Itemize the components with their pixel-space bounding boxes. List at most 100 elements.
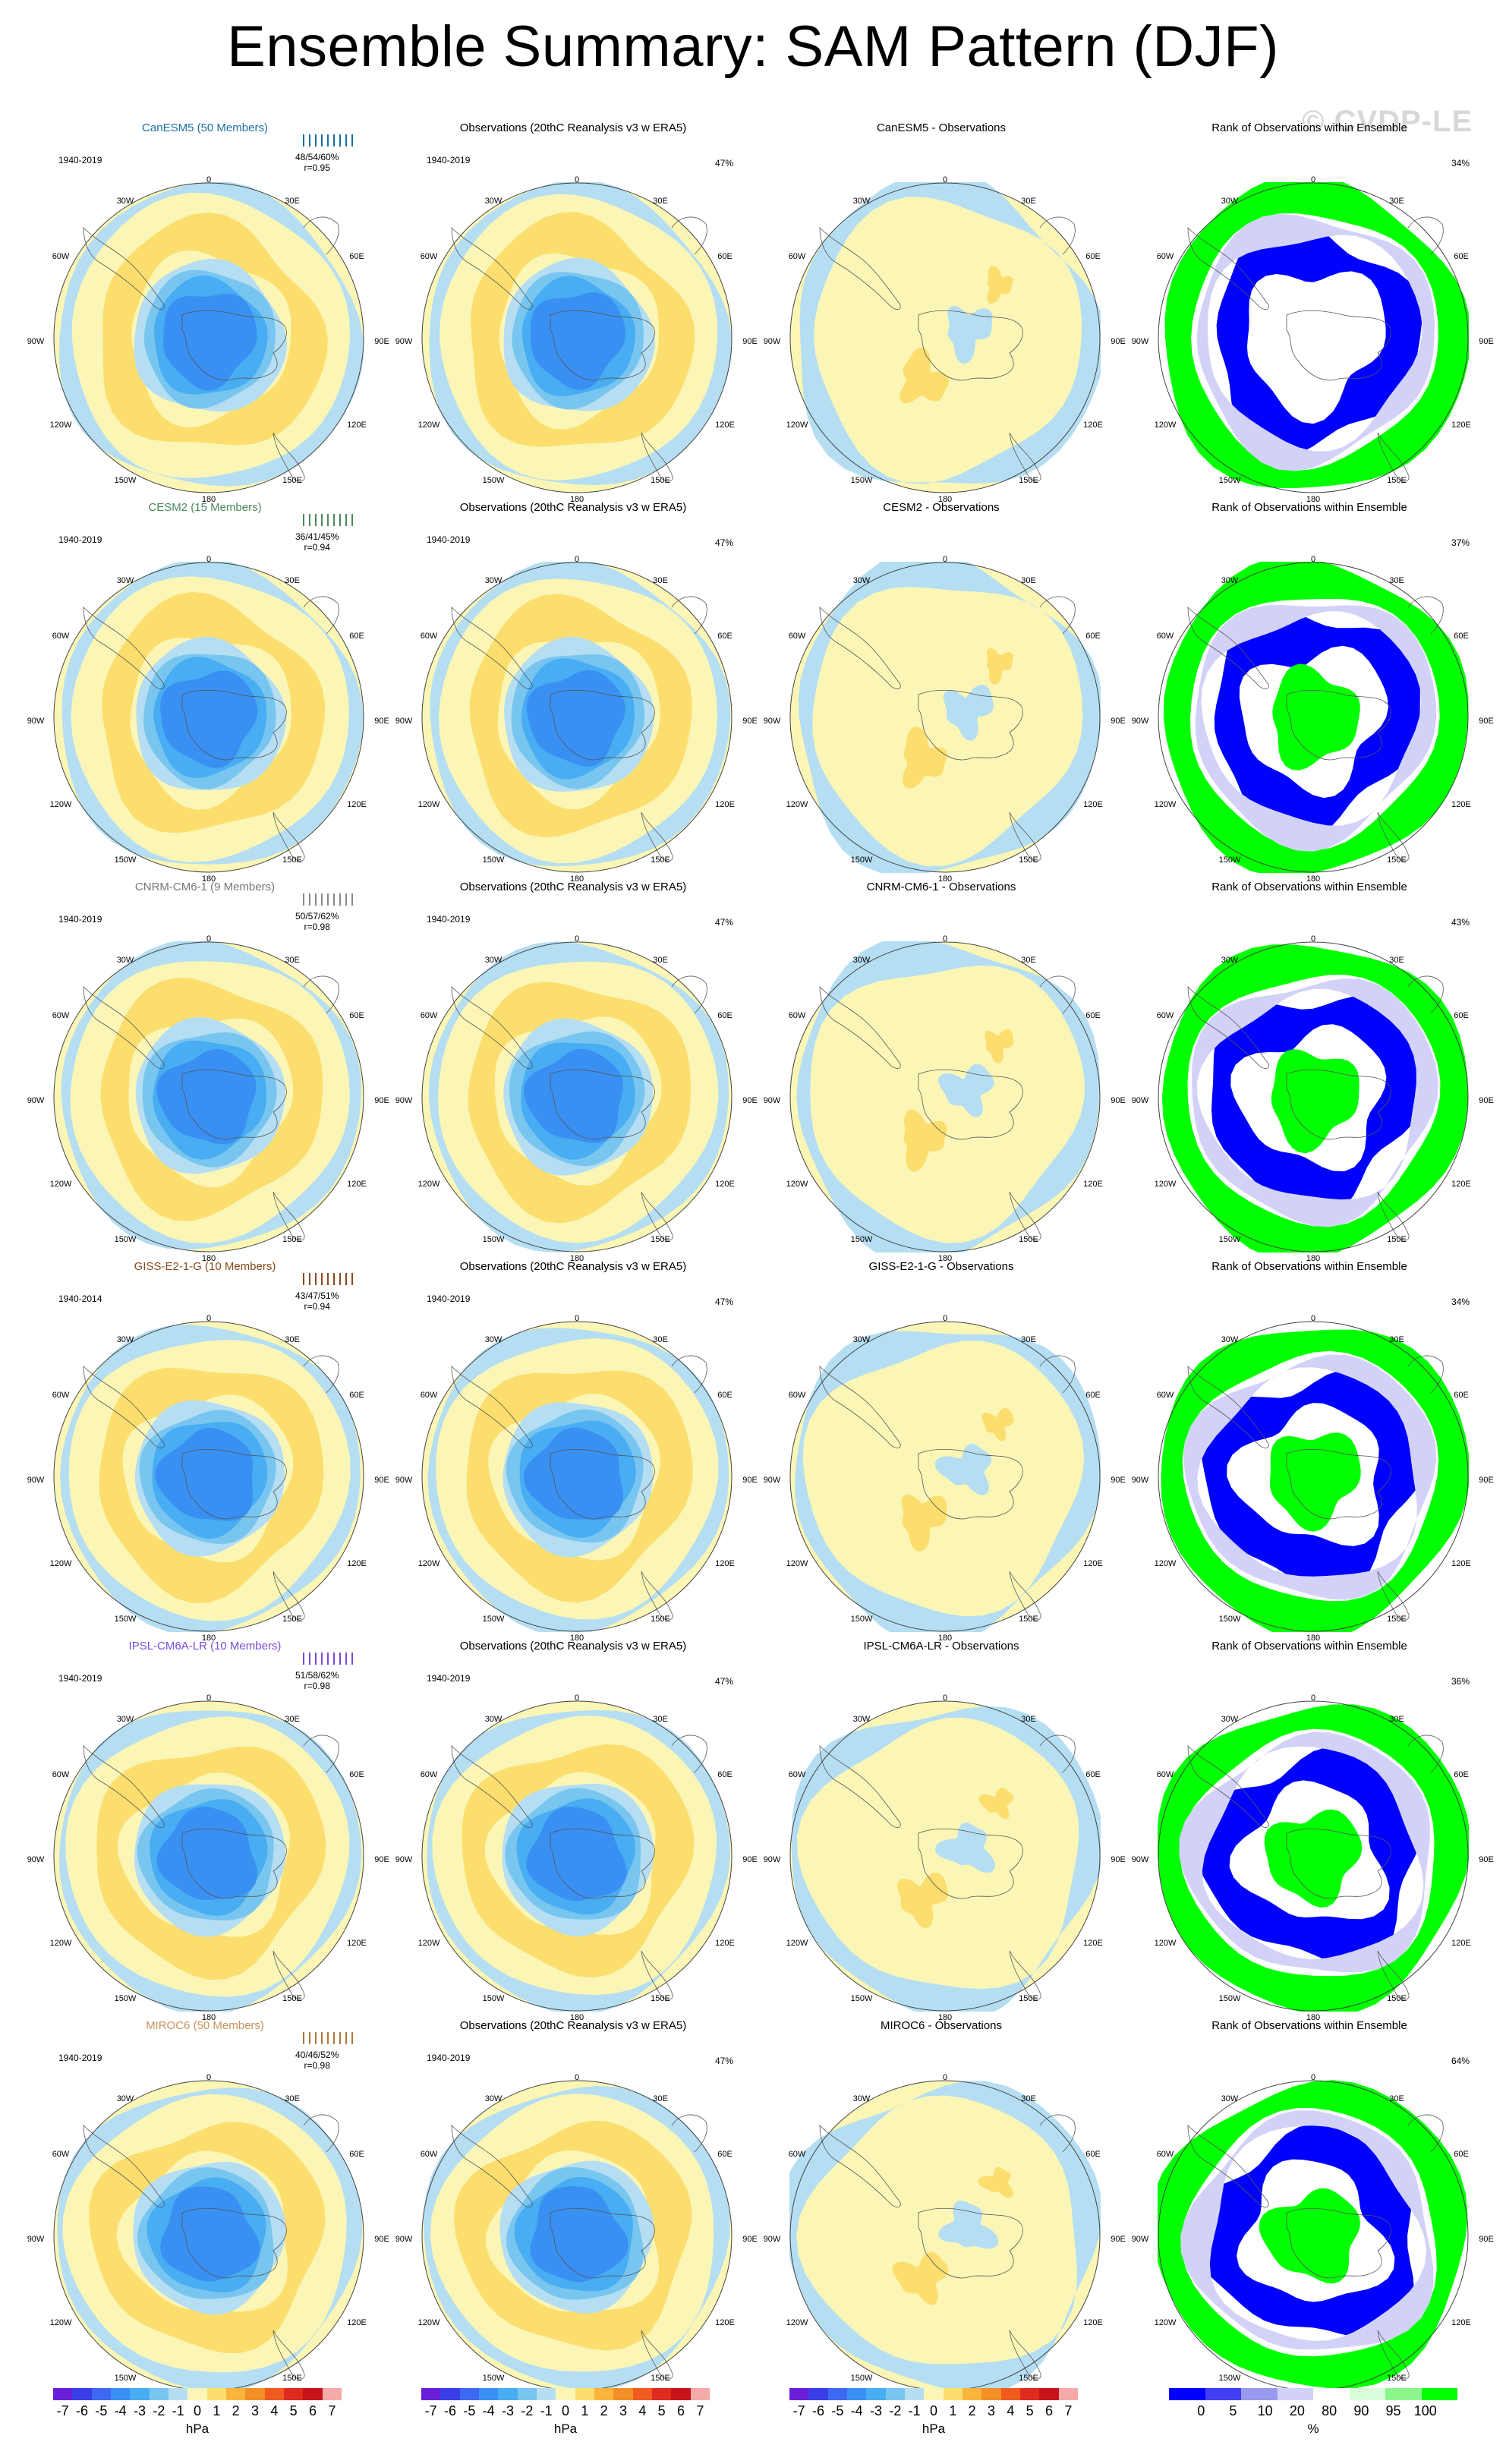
map-border (1158, 1700, 1469, 2012)
map-label-top: 0 (1310, 1314, 1316, 1323)
strip-tick (303, 134, 304, 147)
variance-pct: 47% (715, 2056, 734, 2066)
polar-map-svg (1158, 1321, 1470, 1641)
colorbar-swatch (322, 2388, 342, 2400)
map-label-lr2: 150E (1019, 1994, 1038, 2003)
antarctica-outline (550, 2207, 655, 2279)
contour-fill (156, 1048, 257, 1145)
map-border (789, 562, 1101, 873)
map-label-right: 90E (1111, 2235, 1126, 2244)
map-label-bottom: 180 (937, 1634, 953, 1643)
map-label-left: 90W (395, 1096, 413, 1105)
map-label-lr1: 120E (715, 1939, 735, 1948)
south-america-outline (819, 227, 901, 310)
contour-fill (160, 670, 258, 768)
rank-fill (1214, 607, 1420, 846)
map-panel: MIROC6 - Observations 0 180 90W 90E 30W 30E 60W… (755, 2004, 1127, 2402)
colorbar-tick: 3 (987, 2403, 996, 2418)
contour-fill (987, 265, 1013, 304)
colorbar-swatch (225, 2388, 246, 2400)
antarctica-outline (550, 1828, 655, 1899)
colorbar-tick: -2 (889, 2403, 902, 2418)
stats-r: r=0.98 (304, 922, 330, 932)
map-label-lr1: 120E (715, 1180, 735, 1189)
period-label: 1940-2019 (58, 1673, 102, 1684)
map-label-top: 0 (206, 934, 212, 944)
colorbar-swatch (264, 2388, 284, 2400)
colorbar-tick: -5 (831, 2403, 844, 2418)
south-america-outline (83, 1366, 165, 1448)
africa-outline (303, 1735, 339, 1773)
map-label-ur1: 30E (653, 956, 668, 965)
map-label-ll2: 150W (114, 2374, 137, 2383)
strip-tick (309, 2032, 310, 2044)
map-label-ul1: 30W (484, 1715, 503, 1724)
africa-outline (671, 2114, 707, 2153)
map-label-top: 0 (206, 175, 212, 184)
map-label-right: 90E (1479, 717, 1494, 726)
map-label-ll2: 150W (482, 855, 505, 865)
rank-fill (1272, 282, 1362, 384)
colorbar-tick: -4 (850, 2403, 863, 2418)
map-label-ul1: 30W (1221, 956, 1239, 965)
map-label-ul1: 30W (484, 956, 503, 965)
map-label-ul2: 60W (788, 1391, 806, 1400)
map-label-ll2: 150W (482, 476, 505, 485)
antarctica-outline (181, 1828, 287, 1899)
colorbar-swatch (924, 2388, 944, 2400)
map-label-left: 90W (763, 337, 781, 346)
colorbar-tick: 5 (1026, 2403, 1034, 2418)
polar-map-svg (421, 1700, 733, 2015)
map-label-ll2: 150W (1218, 2374, 1241, 2383)
map-label-ul1: 30W (484, 576, 503, 585)
map-label-bottom: 180 (1306, 2013, 1321, 2022)
panel-title: CESM2 (15 Members) (148, 501, 262, 514)
map-panel: Rank of Observations within Ensemble 34% 0… (1123, 1245, 1495, 1643)
map-border (789, 1700, 1101, 2012)
ensemble-stats: 51/58/62% r=0.98 (295, 1670, 339, 1691)
colorbar-tick: 1 (949, 2403, 957, 2418)
strip-tick (303, 893, 304, 906)
map-label-ul2: 60W (52, 1770, 70, 1779)
colorbar-strip (1169, 2388, 1457, 2400)
ensemble-stats: 50/57/62% r=0.98 (295, 911, 339, 932)
map-label-right: 90E (1479, 1096, 1494, 1105)
south-america-outline (1187, 227, 1269, 310)
map-label-bottom: 180 (937, 2013, 953, 2022)
africa-outline (303, 2114, 339, 2153)
new-zealand-outline (1009, 2330, 1041, 2380)
map-label-ul1: 30W (116, 576, 134, 585)
map-label-ll1: 120W (1154, 1559, 1177, 1568)
map-label-ur1: 30E (285, 197, 300, 206)
map-label-ll1: 120W (49, 1180, 72, 1189)
new-zealand-outline (1377, 2330, 1410, 2380)
rank-fill (1216, 216, 1422, 459)
colorbar-swatch (283, 2388, 304, 2400)
ensemble-strip (298, 512, 361, 528)
antarctica-outline (918, 1069, 1023, 1140)
panel-title: Rank of Observations within Ensemble (1211, 1260, 1407, 1273)
contour-fill (901, 1494, 947, 1552)
map-label-ll1: 120W (1154, 2318, 1177, 2327)
rank-fill (1179, 1731, 1430, 1973)
map-panel: Observations (20thC Reanalysis v3 w ERA5… (387, 1245, 759, 1643)
panel-title: Rank of Observations within Ensemble (1211, 121, 1407, 134)
panel-title: Observations (20thC Reanalysis v3 w ERA5… (459, 121, 687, 134)
stats-r: r=0.95 (304, 162, 330, 173)
map-label-ll1: 120W (49, 800, 72, 809)
map-label-ll1: 120W (786, 1939, 808, 1948)
strip-tick (309, 893, 310, 906)
map-label-lr2: 150E (282, 855, 302, 865)
map-label-ur2: 60E (1454, 1011, 1469, 1020)
africa-outline (1039, 975, 1076, 1014)
antarctica-outline (181, 1069, 287, 1140)
colorbar-swatch (130, 2388, 150, 2400)
colorbar-swatch (885, 2388, 905, 2400)
map-label-ul1: 30W (1221, 1335, 1239, 1344)
map-border (1158, 182, 1469, 493)
map-label-top: 0 (574, 934, 580, 944)
map-label-ll2: 150W (1218, 1235, 1241, 1244)
strip-tick (351, 1653, 353, 1665)
strip-tick (303, 1273, 304, 1285)
colorbar-tick: 5 (289, 2403, 298, 2418)
